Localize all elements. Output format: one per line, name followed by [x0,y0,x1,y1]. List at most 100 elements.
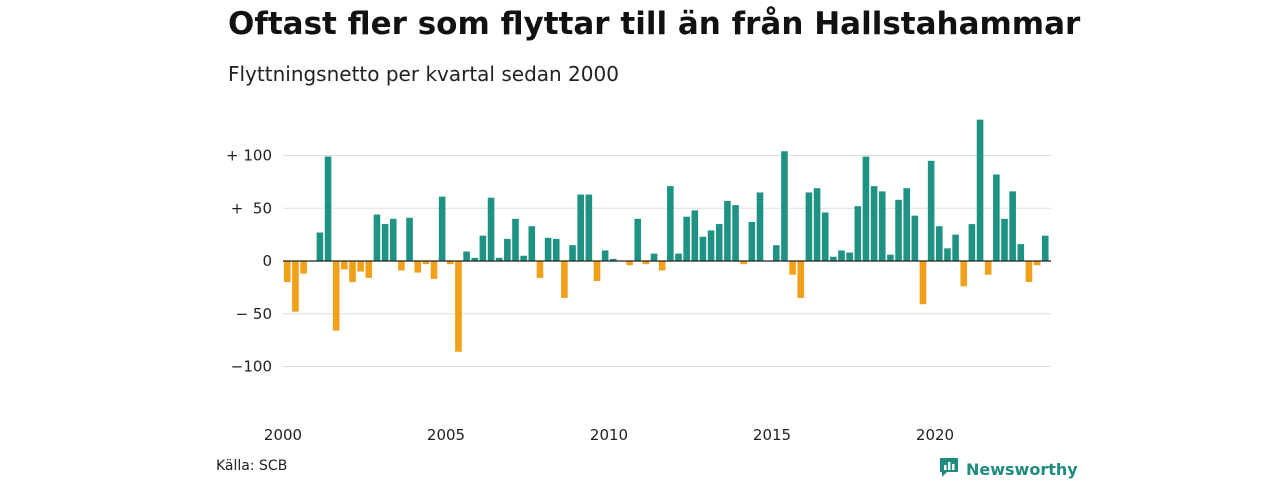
bar [381,224,389,261]
bar [870,186,878,261]
bar [838,250,845,261]
brand-logo[interactable]: Newsworthy [938,456,1078,482]
bars [284,119,1049,352]
bar [610,258,617,261]
bar [536,261,544,278]
y-tick-label: −100 [231,358,272,376]
bar [895,199,902,261]
bar [365,261,373,278]
bar [284,261,291,283]
y-tick-label: 0 [262,252,272,270]
bar [756,192,764,262]
bar [732,205,739,261]
brand-name: Newsworthy [966,459,1078,479]
bar [1001,218,1008,261]
bar [487,197,495,261]
bar [569,245,576,261]
bar [813,188,821,261]
bar [691,210,699,261]
bar [797,261,805,298]
bar [675,253,682,261]
y-tick-label: + 100 [226,147,272,165]
bar [528,226,536,261]
bar [748,221,756,261]
bar [919,261,927,305]
y-tick-label: − 50 [236,305,272,323]
bar [406,217,413,261]
bar [430,261,438,279]
x-tick-label: 2010 [590,426,628,444]
source-note: Källa: SCB [216,458,288,474]
bar [887,254,894,261]
bar [357,261,364,272]
bar [715,224,723,261]
bar [585,194,593,261]
bar [658,261,666,271]
bar [968,224,976,261]
chart-title: Oftast fler som flyttar till än från Hal… [228,6,1081,42]
bar [332,261,340,331]
bar [324,156,332,261]
bar [846,252,853,261]
bar [667,186,674,261]
bar [642,261,650,265]
bar [724,200,731,261]
bar [960,261,968,287]
bar [316,232,324,261]
bar [422,261,430,265]
bar [1033,261,1041,266]
bar [984,261,992,275]
bar [683,216,690,261]
x-tick-label: 2015 [753,426,791,444]
bar [993,174,1000,261]
bar [455,261,462,352]
bar [821,212,829,261]
bar [1017,244,1025,261]
x-tick-label: 2020 [916,426,954,444]
bar [854,206,862,261]
bar [699,236,707,261]
bar [341,261,348,270]
x-tick-label: 2005 [427,426,465,444]
bar [707,230,715,261]
bar [976,119,984,261]
bar [292,261,299,312]
bar [438,196,446,261]
bar [349,261,356,283]
bar [463,251,470,261]
bar [561,261,568,298]
bar [878,191,886,261]
x-axis-labels: 2000 2005 2010 2015 2020 [264,426,954,444]
newsworthy-logo-icon [938,456,960,482]
bar [740,261,747,265]
bar [862,156,870,261]
bar [634,218,642,261]
bar [936,226,943,261]
bar [781,151,788,261]
bar [373,214,381,261]
bar [447,261,454,265]
bar [927,160,935,261]
bar [495,257,503,261]
bar [1041,235,1049,261]
bar [520,255,527,261]
bar [650,253,658,261]
bar [577,194,584,261]
bar [601,250,609,261]
bar [773,245,780,261]
bar [504,238,511,261]
grid-lines [283,155,1051,367]
bar [512,218,519,261]
bar [544,237,552,261]
bar [398,261,405,271]
y-tick-label: + 50 [231,199,272,217]
bar [952,234,959,262]
bar [414,261,421,273]
bar [552,238,560,261]
bar [805,192,813,262]
bar [911,215,919,261]
bar [903,188,910,261]
bar [471,257,479,261]
bar [830,256,837,261]
